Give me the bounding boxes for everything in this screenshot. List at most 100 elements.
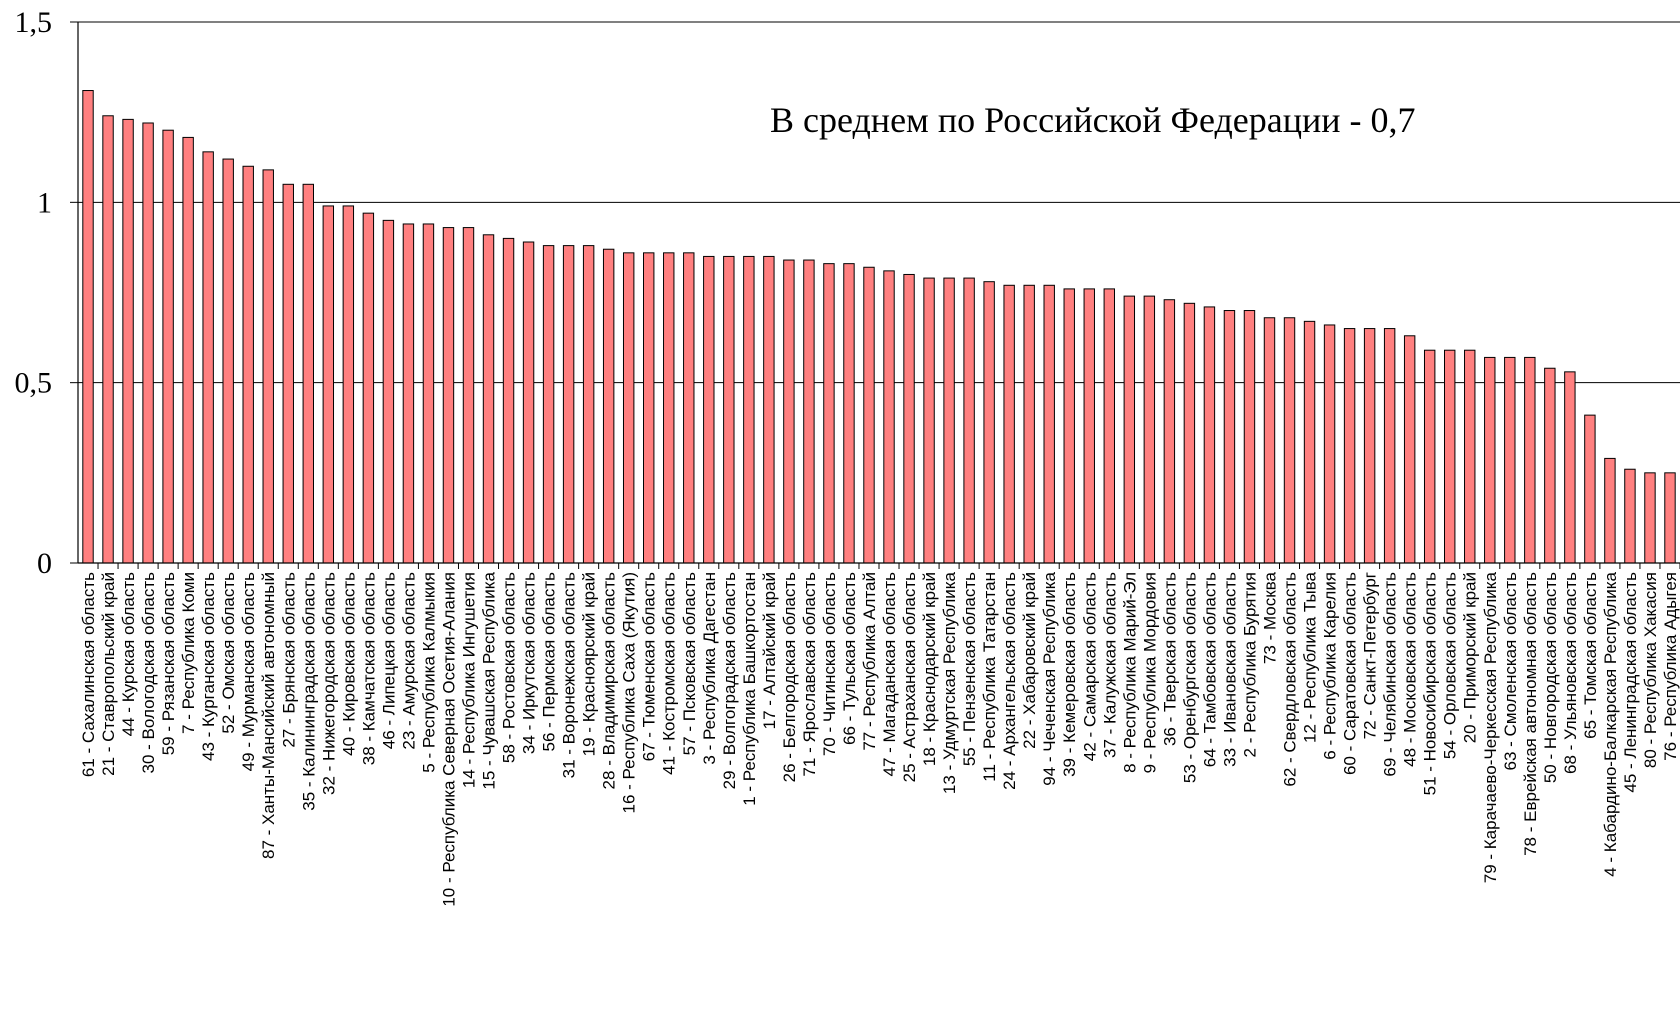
x-tick-label: 2 - Республика Бурятия [1240,572,1259,757]
x-tick-label: 36 - Тверская область [1160,572,1179,746]
x-tick-label: 63 - Смоленская область [1501,572,1520,771]
bar [422,223,435,564]
bar [82,90,94,564]
x-tick-label: 11 - Республика Татарстан [980,572,999,782]
bar [142,122,154,564]
y-tick-label: 1,5 [15,6,53,39]
bar [122,118,134,564]
bar [803,259,815,564]
bar [1644,472,1656,564]
x-tick-label: 43 - Курганская область [199,572,218,761]
x-tick-label: 62 - Свердловская область [1281,572,1300,787]
bar [1003,284,1015,564]
x-tick-label: 23 - Амурская область [399,572,418,750]
bar [663,252,675,564]
x-tick-label: 31 - Воронежская область [560,572,579,779]
bar [1484,356,1496,564]
bar [1083,288,1095,564]
x-tick-label: 47 - Магаданская область [880,572,899,777]
bar [1343,328,1356,564]
x-tick-label: 19 - Красноярский край [580,572,599,756]
bar [502,237,515,564]
x-tick-label: 18 - Краснодарский край [920,572,939,766]
bar [1464,349,1476,564]
y-tick-label: 0,5 [15,367,53,400]
bar [743,255,755,564]
bar [382,219,395,564]
x-tick-label: 73 - Москва [1260,571,1279,664]
bar [1504,356,1516,564]
y-tick-label: 0 [37,547,52,580]
bar [402,223,415,564]
axes [70,21,1680,569]
x-tick-label: 5 - Республика Калмыкия [419,572,438,773]
bar [943,277,955,564]
bar [823,263,835,564]
x-tick-label: 94 - Чеченская Республика [1040,571,1059,785]
bar [1223,310,1236,564]
bar [1664,472,1676,564]
x-tick-label: 79 - Карачаево-Черкесская Республика [1481,571,1500,883]
bars [82,90,1676,564]
x-tick-label: 37 - Калужская область [1100,572,1119,758]
x-axis-tick-labels: 61 - Сахалинская область 21 - Ставропольс… [79,571,1680,906]
bar [222,158,234,564]
bar [262,169,274,564]
bar [362,212,375,564]
bar [683,252,695,564]
bar [1143,295,1156,564]
x-tick-label: 66 - Тульская область [840,572,859,745]
bar [723,255,735,564]
bar [1123,295,1136,564]
bar [783,259,795,564]
bar [1303,320,1316,564]
bar [1063,288,1075,564]
x-tick-label: 42 - Самарская область [1080,572,1099,761]
bar [342,205,355,564]
x-tick-label: 60 - Саратовская область [1341,572,1360,775]
bar [202,151,214,564]
bar [162,129,174,564]
bar [1383,328,1396,564]
bar [903,273,915,564]
x-tick-label: 17 - Алтайский край [760,572,779,729]
bar [322,205,335,564]
x-tick-label: 48 - Московская область [1401,572,1420,767]
x-tick-label: 41 - Костромская область [660,572,679,775]
bar [703,255,715,564]
y-axis-tick-labels: 0 0,5 1 1,5 [15,6,53,580]
x-tick-label: 50 - Новгородская область [1541,572,1560,783]
x-tick-label: 21 - Ставропольский край [99,572,118,776]
bar [1263,317,1276,564]
bar [643,252,655,564]
bar [1564,371,1576,564]
x-tick-label: 69 - Челябинская область [1381,572,1400,777]
x-tick-label: 1 - Республика Башкортостан [740,572,759,806]
bar [182,136,194,564]
x-tick-label: 80 - Республика Хакасия [1641,572,1660,768]
bar [1363,328,1376,564]
bar [1043,284,1055,564]
x-tick-label: 58 - Ростовская область [500,572,519,763]
bar [1203,306,1216,564]
x-tick-label: 59 - Рязанская область [159,572,178,755]
x-tick-label: 13 - Удмуртская Республика [940,571,959,794]
bar [1103,288,1115,564]
x-tick-label: 46 - Липецкая область [379,572,398,749]
bar [1183,302,1196,564]
bar [1323,324,1336,564]
bar [1544,367,1556,564]
x-tick-label: 22 - Хабаровский край [1020,572,1039,749]
x-tick-label: 45 - Ленинградская область [1621,572,1640,793]
x-tick-label: 12 - Республика Тыва [1301,571,1320,743]
y-tick-label: 1 [37,186,52,219]
x-tick-label: 29 - Волгоградская область [720,572,739,789]
x-tick-label: 70 - Читинская область [820,572,839,756]
x-tick-label: 8 - Республика Марий-Эл [1120,572,1139,773]
x-tick-label: 4 - Кабардино-Балкарская Республика [1601,571,1620,876]
x-tick-label: 44 - Курская область [119,572,138,736]
x-tick-label: 20 - Приморский край [1461,572,1480,743]
average-annotation: В среднем по Российской Федерации - 0,7 [770,100,1416,140]
bar [1444,349,1456,564]
bar [442,227,455,564]
